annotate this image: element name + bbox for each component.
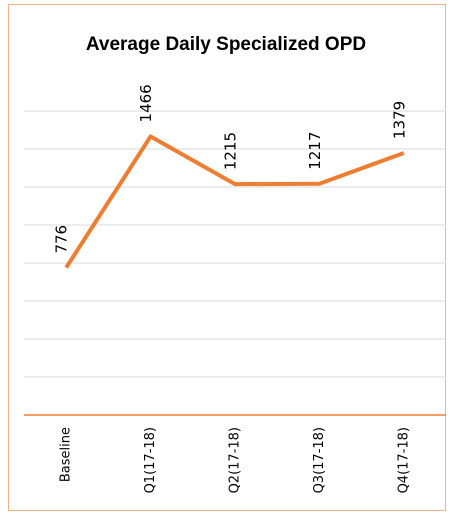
x-tick-label: Q3(17-18) [312, 427, 327, 493]
chart-border [8, 4, 446, 511]
x-tick-label: Q1(17-18) [143, 427, 158, 493]
x-tick-label: Baseline [59, 427, 74, 482]
data-label: 1466 [137, 84, 155, 122]
chart-title: Average Daily Specialized OPD [85, 34, 367, 55]
x-tick-label: Q2(17-18) [228, 427, 243, 493]
data-label: 1215 [222, 132, 240, 170]
x-tick-label: Q4(17-18) [396, 427, 411, 493]
data-label: 1217 [306, 132, 324, 170]
data-line [64, 134, 405, 269]
data-label: 1379 [390, 101, 408, 139]
data-label: 776 [53, 225, 71, 254]
